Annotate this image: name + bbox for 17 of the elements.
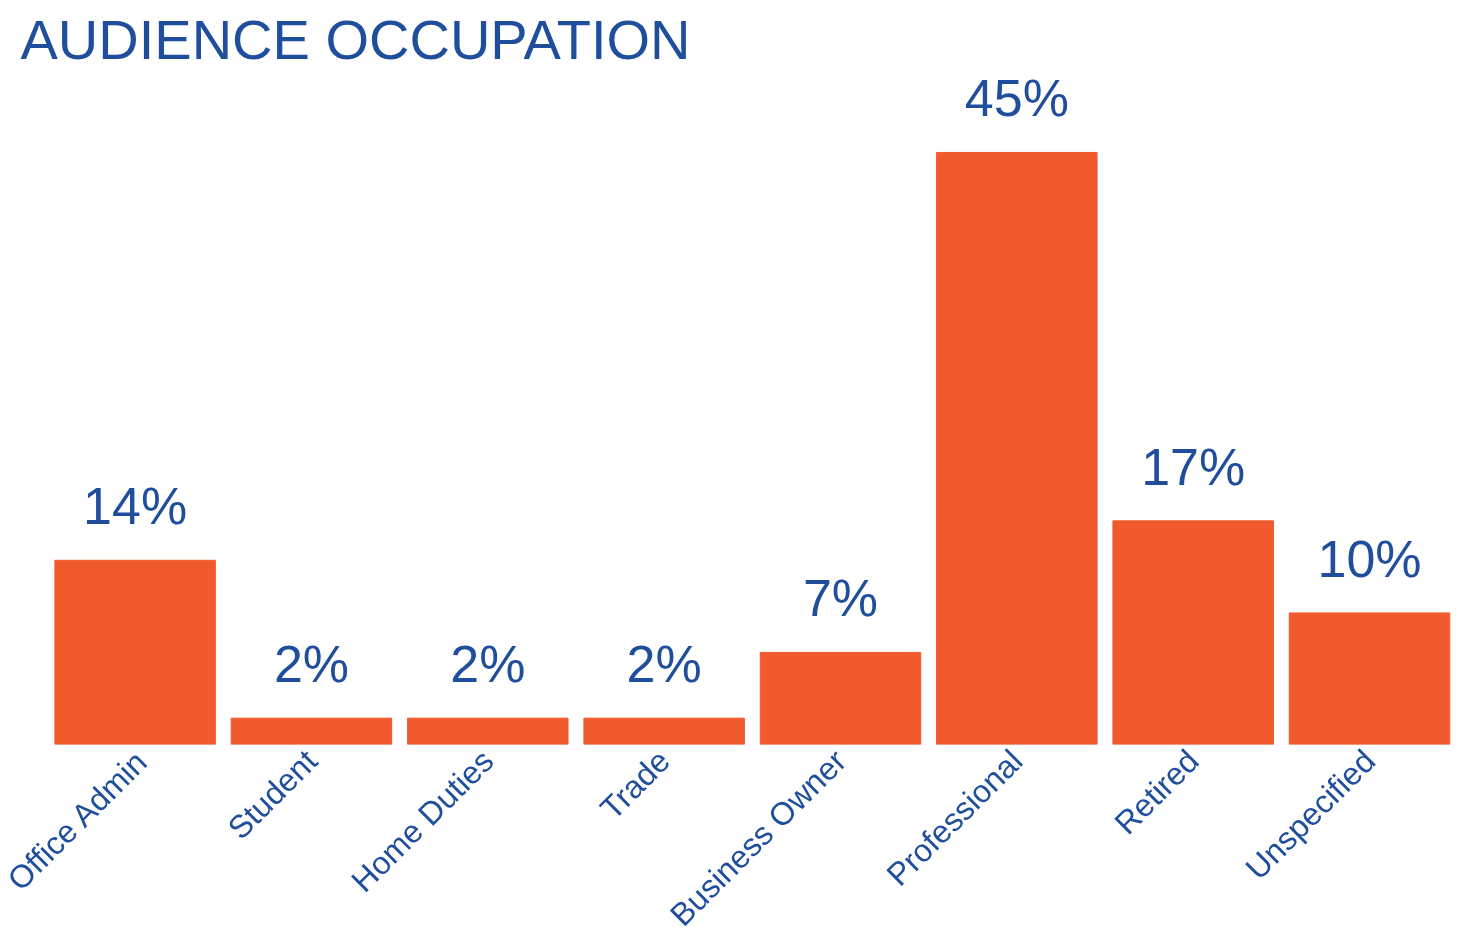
data-label: 7% — [802, 569, 879, 628]
bar — [54, 559, 216, 745]
bar — [1112, 520, 1274, 745]
data-label: 14% — [83, 477, 188, 536]
data-label: 17% — [1141, 437, 1246, 496]
data-label: 2% — [450, 635, 526, 694]
data-label: 2% — [626, 635, 702, 694]
data-label: 45% — [964, 69, 1069, 128]
data-label: 10% — [1317, 529, 1422, 588]
data-label: 2% — [273, 635, 350, 694]
chart-title: AUDIENCE OCCUPATION — [20, 7, 691, 71]
bar — [936, 151, 1098, 745]
bar — [1288, 612, 1451, 745]
bar — [407, 717, 569, 745]
bar — [759, 651, 922, 745]
bar — [583, 717, 745, 745]
bar — [230, 717, 393, 745]
